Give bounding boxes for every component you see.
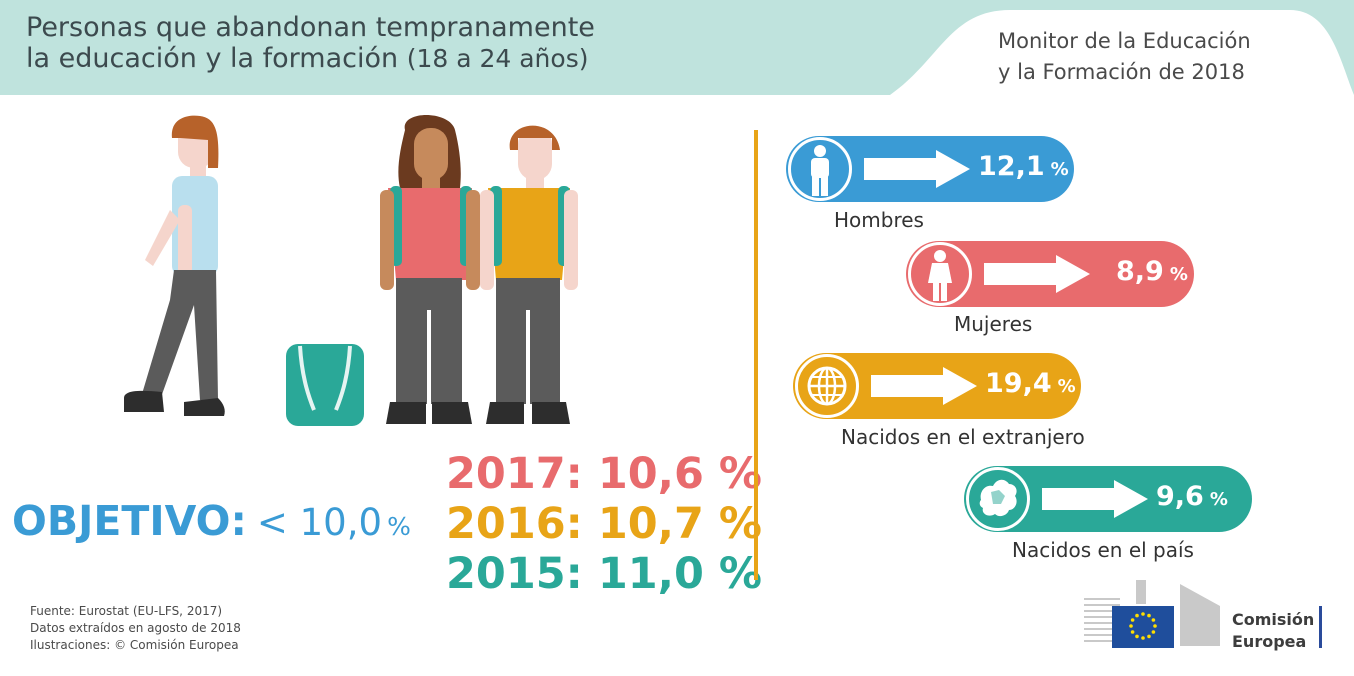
year-2016-value: 2016: 10,7 %: [446, 499, 762, 549]
stat-value-mujeres: 8,9%: [1116, 256, 1188, 287]
students-illustration: [124, 115, 578, 426]
eu-commission-logo: [1084, 580, 1220, 648]
report-name: Monitor de la Educación y la Formación d…: [998, 26, 1251, 88]
source-line-2: Datos extraídos en agosto de 2018: [30, 621, 241, 635]
arrow-icon: [984, 255, 1090, 293]
arrow-icon: [864, 150, 970, 188]
target: OBJETIVO: < 10,0 %: [12, 497, 411, 545]
eu-commission-bar: [1319, 606, 1322, 648]
report-name-line-2: y la Formación de 2018: [998, 60, 1245, 84]
source-line-3: Ilustraciones: © Comisión Europea: [30, 638, 239, 652]
walking-student-icon: [124, 115, 225, 416]
eu-commission-text: Comisión Europea: [1232, 609, 1314, 653]
page-title: Personas que abandonan tempranamente la …: [26, 12, 595, 74]
arrow-icon: [871, 367, 977, 405]
source-line-1: Fuente: Eurostat (EU-LFS, 2017): [30, 604, 223, 618]
standing-student-girl-icon: [380, 115, 480, 424]
target-unit: %: [387, 512, 411, 541]
stat-pill-hombres: 12,1%: [786, 136, 1074, 202]
stat-label-hombres: Hombres: [834, 208, 924, 232]
arrow-icon: [1042, 480, 1148, 518]
stat-value-hombres: 12,1%: [978, 151, 1069, 182]
source-note: Fuente: Eurostat (EU-LFS, 2017) Datos ex…: [30, 603, 241, 654]
standing-student-boy-icon: [480, 125, 578, 424]
eu-commission-line-2: Europea: [1232, 632, 1307, 651]
stat-label-pais: Nacidos en el país: [1012, 538, 1194, 562]
divider: [754, 130, 758, 580]
europe-map-icon: [966, 467, 1030, 531]
globe-icon: [795, 354, 859, 418]
man-icon: [788, 137, 852, 201]
stat-value-pais: 9,6%: [1156, 481, 1228, 512]
header-tab: [890, 10, 1354, 95]
stat-label-mujeres: Mujeres: [954, 312, 1033, 336]
woman-icon: [908, 242, 972, 306]
title-ages: (18 a 24 años): [406, 44, 589, 73]
stat-pill-extranjero: 19,4%: [793, 353, 1081, 419]
stat-label-extranjero: Nacidos en el extranjero: [841, 425, 1085, 449]
target-value: < 10,0: [256, 501, 383, 544]
eu-commission-line-1: Comisión: [1232, 610, 1315, 629]
title-line-1: Personas que abandonan tempranamente: [26, 12, 595, 43]
target-label: OBJETIVO:: [12, 497, 247, 545]
backpack-icon: [286, 344, 364, 426]
report-name-line-1: Monitor de la Educación: [998, 29, 1251, 53]
stat-pill-mujeres: 8,9%: [906, 241, 1194, 307]
stat-pill-pais: 9,6%: [964, 466, 1252, 532]
year-2017-value: 2017: 10,6 %: [446, 449, 762, 499]
title-line-2: la educación y la formación: [26, 43, 399, 74]
year-2015-value: 2015: 11,0 %: [446, 549, 762, 599]
stat-value-extranjero: 19,4%: [985, 368, 1076, 399]
